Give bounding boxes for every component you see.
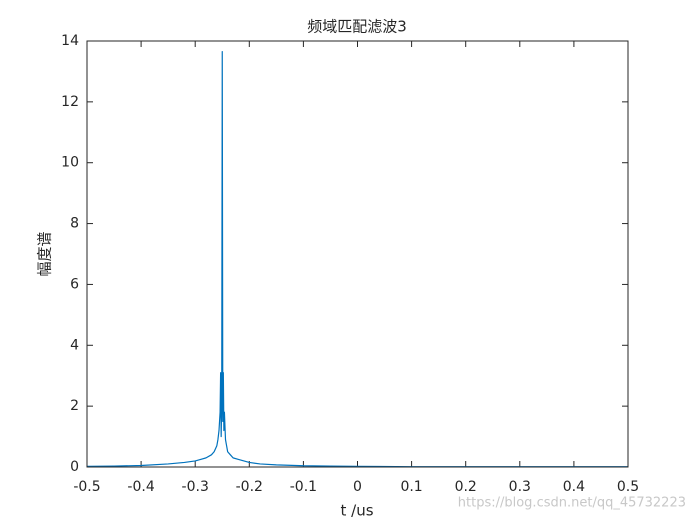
x-tick-label: 0.5 (617, 479, 639, 495)
y-tick-label: 10 (61, 155, 79, 171)
watermark: https://blog.csdn.net/qq_45732223 (458, 496, 686, 511)
data-line (86, 51, 628, 468)
x-tick-label: -0.5 (73, 479, 100, 495)
y-tick-label: 8 (70, 216, 79, 232)
x-tick-label: -0.2 (236, 479, 263, 495)
plot-frame (86, 40, 629, 468)
x-tick-label: 0 (353, 479, 362, 495)
y-tick-label: 12 (61, 94, 79, 110)
chart-title: 频域匹配滤波3 (307, 18, 407, 36)
y-tick-label: 0 (70, 459, 79, 475)
x-tick-label: 0.4 (563, 479, 585, 495)
x-tick-label: 0.3 (509, 479, 531, 495)
x-tick-label: 0.2 (455, 479, 477, 495)
x-tick-label: -0.3 (182, 479, 209, 495)
y-axis-label: 幅度谱 (36, 231, 54, 276)
x-tick-label: 0.1 (400, 479, 422, 495)
x-tick-label: -0.1 (290, 479, 317, 495)
y-tick-label: 2 (70, 398, 79, 414)
x-axis-label: t /us (340, 502, 373, 520)
y-tick-label: 14 (61, 33, 79, 49)
x-tick-label: -0.4 (127, 479, 154, 495)
y-tick-label: 6 (70, 276, 79, 292)
y-tick-label: 4 (70, 337, 79, 353)
